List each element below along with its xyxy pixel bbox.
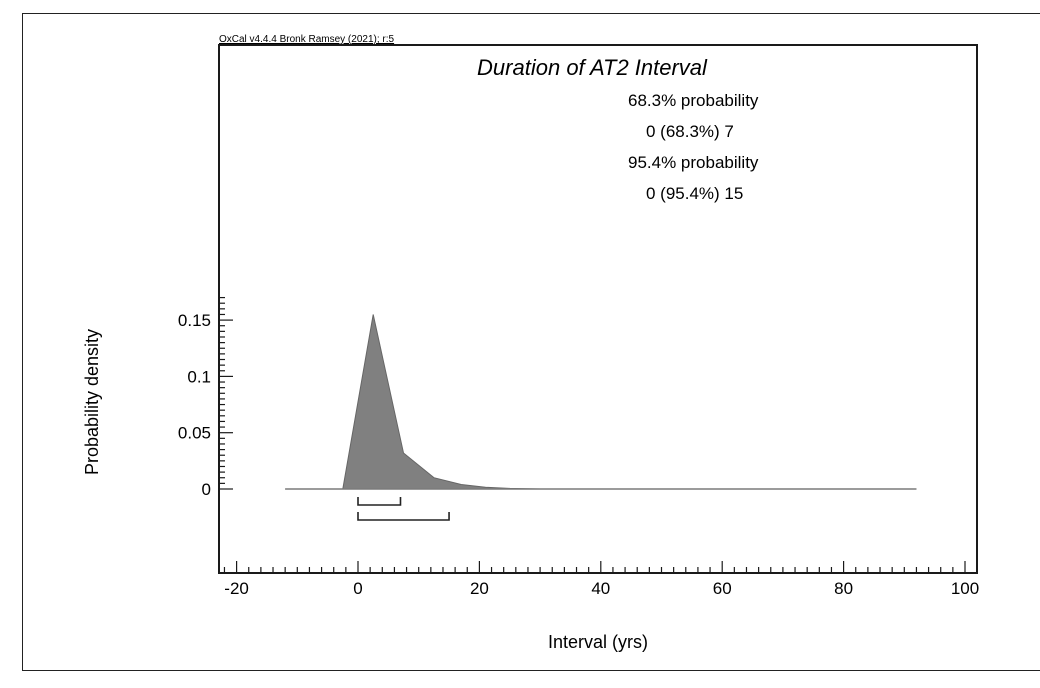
range-bracket xyxy=(357,512,450,521)
x-tick-label: 80 xyxy=(834,579,853,598)
y-axis: 0 0.05 0.1 0.15 xyxy=(178,296,233,499)
x-axis-label: Interval (yrs) xyxy=(548,632,648,652)
x-tick-label: -20 xyxy=(224,579,249,598)
x-tick-label: 100 xyxy=(951,579,979,598)
plot-frame xyxy=(218,44,978,574)
chart-title: Duration of AT2 Interval xyxy=(477,55,708,80)
y-tick-label: 0.05 xyxy=(178,424,211,443)
p68-label: 68.3% probability xyxy=(628,91,759,110)
credit-text: OxCal v4.4.4 Bronk Ramsey (2021); r:5 xyxy=(219,34,395,45)
plot-border xyxy=(218,44,978,574)
y-tick-label: 0.1 xyxy=(187,367,211,386)
x-axis: -20 0 20 40 60 80 100 xyxy=(223,561,979,598)
range-bracket xyxy=(357,497,402,506)
x-tick-label: 60 xyxy=(713,579,732,598)
x-tick-label: 0 xyxy=(353,579,362,598)
y-tick-label: 0.15 xyxy=(178,311,211,330)
p95-range: 0 (95.4%) 15 xyxy=(646,184,743,203)
x-tick-label: 40 xyxy=(591,579,610,598)
x-tick-label: 20 xyxy=(470,579,489,598)
y-tick-label: 0 xyxy=(202,480,211,499)
y-axis-label: Probability density xyxy=(82,329,102,475)
density-area xyxy=(285,314,917,490)
p95-label: 95.4% probability xyxy=(628,153,759,172)
probability-ranges xyxy=(357,497,450,521)
density-fill xyxy=(285,314,917,490)
figure-frame xyxy=(22,13,1040,671)
p68-range: 0 (68.3%) 7 xyxy=(646,122,734,141)
